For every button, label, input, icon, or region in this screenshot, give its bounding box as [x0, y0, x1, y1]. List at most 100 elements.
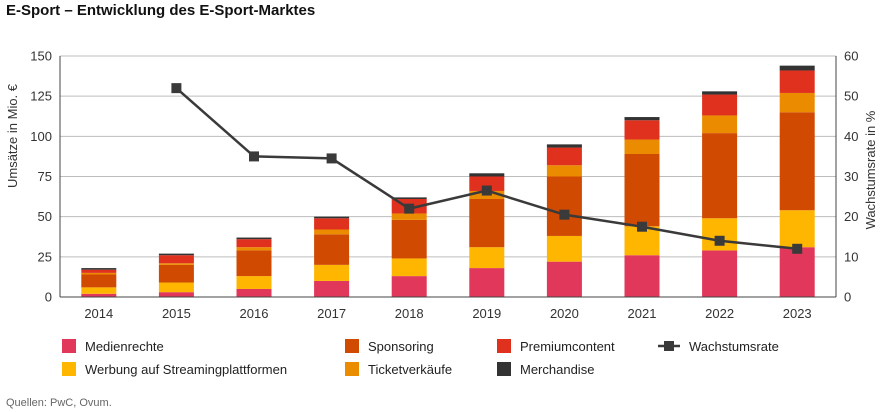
- bar-segment: [469, 198, 505, 248]
- bar-segment: [236, 276, 272, 289]
- bar-segment: [779, 210, 815, 248]
- bar-segment: [158, 263, 194, 265]
- bar-segment: [546, 147, 582, 166]
- bar-segment: [779, 92, 815, 113]
- bar-segment: [391, 258, 427, 277]
- growth-rate-point: [559, 209, 570, 220]
- bar-segment: [236, 247, 272, 251]
- legend-label: Wachstumsrate: [689, 339, 779, 354]
- bar-segment: [624, 139, 660, 155]
- bar-segment: [81, 293, 117, 297]
- y2-tick-label: 50: [844, 89, 858, 104]
- y2-tick-label: 40: [844, 129, 858, 144]
- y-tick-label: 100: [30, 129, 52, 144]
- y2-tick-label: 10: [844, 249, 858, 264]
- bar-segment: [236, 288, 272, 297]
- bar-segment: [391, 197, 427, 199]
- bar-segment: [81, 272, 117, 275]
- bar-segment: [314, 218, 350, 230]
- x-tick-label: 2019: [472, 306, 501, 321]
- bar-segment: [469, 176, 505, 191]
- y2-tick-label: 30: [844, 169, 858, 184]
- y-axis-label: Umsätze in Mio. €: [5, 83, 20, 188]
- legend-swatch: [62, 362, 76, 376]
- bar-segment: [391, 213, 427, 220]
- bar-segment: [236, 250, 272, 277]
- bar-segment: [779, 247, 815, 297]
- y-tick-label: 75: [38, 169, 52, 184]
- legend-label: Ticketverkäufe: [368, 362, 452, 377]
- y2-tick-label: 20: [844, 209, 858, 224]
- x-tick-label: 2014: [84, 306, 113, 321]
- x-tick-label: 2021: [628, 306, 657, 321]
- growth-rate-point: [404, 203, 415, 214]
- bar-segment: [158, 282, 194, 293]
- growth-rate-point: [481, 185, 492, 196]
- y-tick-label: 0: [45, 290, 52, 305]
- bar-segment: [236, 237, 272, 240]
- y2-tick-label: 60: [844, 49, 858, 64]
- bar-segment: [391, 219, 427, 259]
- bar-segment: [702, 94, 738, 116]
- legend-line-marker: [664, 341, 674, 351]
- growth-rate-point: [171, 83, 182, 94]
- legend-swatch: [345, 339, 359, 353]
- legend-label: Sponsoring: [368, 339, 434, 354]
- y2-axis-label: Wachstumsrate in %: [863, 110, 878, 229]
- bar-segment: [779, 65, 815, 71]
- bar-segment: [314, 280, 350, 297]
- growth-rate-point: [249, 151, 259, 162]
- bar-segment: [702, 250, 738, 297]
- growth-rate-point: [792, 243, 803, 254]
- bar-segment: [314, 264, 350, 281]
- bar-segment: [469, 268, 505, 297]
- bar-segment: [546, 176, 582, 236]
- bar-segment: [624, 154, 660, 227]
- bar-segment: [546, 144, 582, 148]
- bar-segment: [81, 287, 117, 294]
- legend-swatch: [62, 339, 76, 353]
- y-tick-label: 125: [30, 89, 52, 104]
- legend-swatch: [497, 339, 511, 353]
- bar-segment: [469, 247, 505, 269]
- source-note: Quellen: PwC, Ovum.: [6, 397, 112, 409]
- bar-segment: [81, 268, 117, 270]
- x-tick-label: 2016: [240, 306, 269, 321]
- bar-segment: [702, 115, 738, 134]
- y-tick-label: 150: [30, 49, 52, 64]
- bar-segment: [81, 269, 117, 273]
- growth-rate-point: [637, 221, 647, 232]
- y-tick-label: 25: [38, 249, 52, 264]
- legend-swatch: [345, 362, 359, 376]
- legend-swatch: [497, 362, 511, 376]
- x-tick-label: 2018: [395, 306, 424, 321]
- x-tick-label: 2020: [550, 306, 579, 321]
- x-tick-label: 2023: [783, 306, 812, 321]
- legend-label: Merchandise: [520, 362, 594, 377]
- bar-segment: [314, 229, 350, 235]
- bar-segment: [236, 239, 272, 248]
- bar-segment: [314, 216, 350, 219]
- x-tick-label: 2022: [705, 306, 734, 321]
- bar-segment: [158, 253, 194, 256]
- y2-tick-label: 0: [844, 290, 851, 305]
- bar-segment: [469, 173, 505, 177]
- y-tick-label: 50: [38, 209, 52, 224]
- bar-segment: [546, 261, 582, 297]
- chart-title: E-Sport – Entwicklung des E-Sport-Markte…: [6, 2, 316, 19]
- bar-segment: [391, 276, 427, 297]
- x-tick-label: 2017: [317, 306, 346, 321]
- bar-segment: [624, 255, 660, 297]
- legend-label: Premiumcontent: [520, 339, 615, 354]
- bar-segment: [546, 165, 582, 177]
- bar-segment: [624, 117, 660, 121]
- bar-segment: [81, 274, 117, 288]
- bar-segment: [314, 234, 350, 265]
- bar-segment: [158, 264, 194, 283]
- bar-segment: [779, 70, 815, 93]
- bar-segment: [624, 120, 660, 140]
- growth-rate-point: [714, 235, 725, 246]
- bar-segment: [546, 235, 582, 262]
- bar-segment: [158, 292, 194, 297]
